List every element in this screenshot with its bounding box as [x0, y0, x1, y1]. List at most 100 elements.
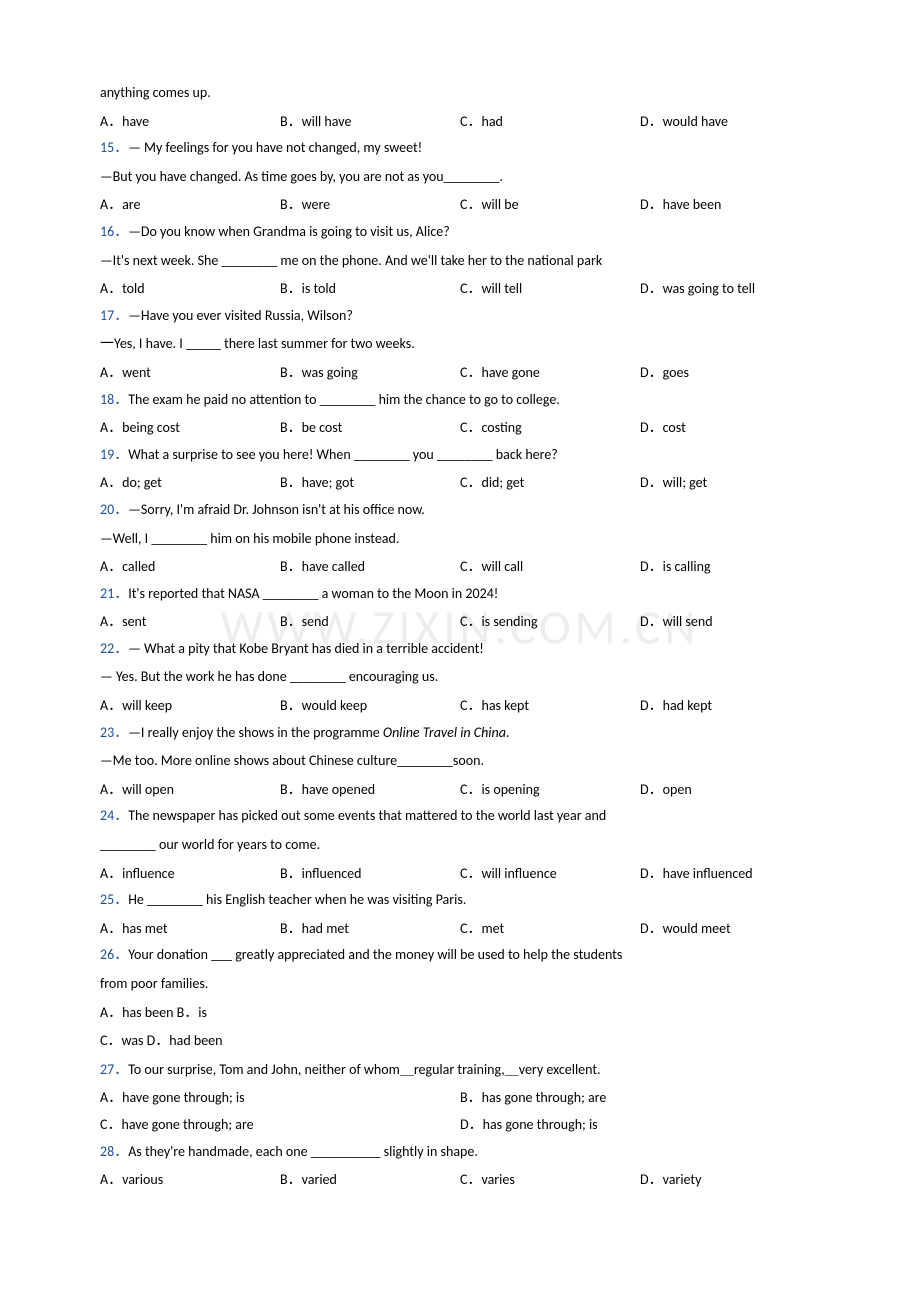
question-number: 18．	[100, 391, 128, 408]
option: C．is sending	[460, 609, 640, 636]
question-text: —I really enjoy the shows in the program…	[128, 724, 383, 741]
q24-options: A．influence B．influenced C．will influenc…	[100, 861, 820, 888]
option: A．told	[100, 276, 280, 303]
question-number: 19．	[100, 446, 128, 463]
document-content: anything comes up. A．have B．will have C．…	[100, 80, 820, 1194]
question-number: 23．	[100, 724, 128, 741]
q28-options: A．various B．varied C．varies D．variety	[100, 1167, 820, 1194]
option: C．did; get	[460, 470, 640, 497]
option: B．be cost	[280, 415, 460, 442]
question-number: 26．	[100, 946, 128, 963]
option: C．have gone through; are	[100, 1112, 460, 1139]
option: B．have called	[280, 554, 460, 581]
option: A．sent	[100, 609, 280, 636]
option: B．is told	[280, 276, 460, 303]
question-number: 21．	[100, 585, 128, 602]
question-number: 15．	[100, 139, 128, 156]
question-text: — My feelings for you have not changed, …	[128, 139, 422, 156]
option: B．send	[280, 609, 460, 636]
option: A．went	[100, 360, 280, 387]
q25-options: A．has met B．had met C．met D．would meet	[100, 916, 820, 943]
option: C．met	[460, 916, 640, 943]
option: C．will call	[460, 554, 640, 581]
q26-line1: 26．Your donation ___ greatly appreciated…	[100, 942, 820, 969]
option: A．have	[100, 109, 280, 136]
option: C．is opening	[460, 777, 640, 804]
q26-options-line2: C．was D．had been	[100, 1028, 820, 1055]
italic-title: Online Travel in China	[383, 724, 506, 741]
option: D．would have	[640, 109, 820, 136]
option: A．will keep	[100, 693, 280, 720]
option: A．being cost	[100, 415, 280, 442]
question-number: 25．	[100, 891, 128, 908]
option: B．would keep	[280, 693, 460, 720]
option: D．cost	[640, 415, 820, 442]
option: B．have opened	[280, 777, 460, 804]
option: C．varies	[460, 1167, 640, 1194]
question-text: .	[506, 724, 510, 741]
option: D．have been	[640, 192, 820, 219]
q18-line1: 18．The exam he paid no attention to ____…	[100, 387, 820, 414]
option: D．will send	[640, 609, 820, 636]
question-number: 16．	[100, 223, 128, 240]
option: A．called	[100, 554, 280, 581]
q22-line1: 22．— What a pity that Kobe Bryant has di…	[100, 636, 820, 663]
q14-options: A．have B．will have C．had D．would have	[100, 109, 820, 136]
q27-line1: 27．To our surprise, Tom and John, neithe…	[100, 1057, 820, 1084]
q15-line2: —But you have changed. As time goes by, …	[100, 164, 820, 191]
question-text: —Have you ever visited Russia, Wilson?	[128, 307, 353, 324]
option: B．was going	[280, 360, 460, 387]
question-number: 27．	[100, 1061, 128, 1078]
option: A．have gone through; is	[100, 1085, 460, 1112]
q21-options: A．sent B．send C．is sending D．will send	[100, 609, 820, 636]
question-number: 17．	[100, 307, 128, 324]
question-text: As they're handmade, each one __________…	[128, 1143, 478, 1160]
q15-line1: 15．— My feelings for you have not change…	[100, 135, 820, 162]
question-text: —Do you know when Grandma is going to vi…	[128, 223, 450, 240]
option: B．will have	[280, 109, 460, 136]
question-number: 20．	[100, 501, 128, 518]
q17-line2: 一Yes, I have. I _____ there last summer …	[100, 331, 820, 358]
q19-options: A．do; get B．have; got C．did; get D．will;…	[100, 470, 820, 497]
q23-line2: —Me too. More online shows about Chinese…	[100, 748, 820, 775]
q16-line2: —It's next week. She ________ me on the …	[100, 248, 820, 275]
option: B．were	[280, 192, 460, 219]
option: D．is calling	[640, 554, 820, 581]
option: A．do; get	[100, 470, 280, 497]
option: D．will; get	[640, 470, 820, 497]
question-text: What a surprise to see you here! When __…	[128, 446, 558, 463]
option: C．have gone	[460, 360, 640, 387]
question-number: 24．	[100, 807, 128, 824]
question-number: 22．	[100, 640, 128, 657]
q17-options: A．went B．was going C．have gone D．goes	[100, 360, 820, 387]
q15-options: A．are B．were C．will be D．have been	[100, 192, 820, 219]
option: C．costing	[460, 415, 640, 442]
option: A．will open	[100, 777, 280, 804]
option: B．varied	[280, 1167, 460, 1194]
q21-line1: 21．It's reported that NASA ________ a wo…	[100, 581, 820, 608]
question-text: —Sorry, I'm afraid Dr. Johnson isn't at …	[128, 501, 425, 518]
q23-options: A．will open B．have opened C．is opening D…	[100, 777, 820, 804]
q20-options: A．called B．have called C．will call D．is …	[100, 554, 820, 581]
q26-options-line1: A．has been B．is	[100, 1000, 820, 1027]
q25-line1: 25．He ________ his English teacher when …	[100, 887, 820, 914]
question-text: The exam he paid no attention to _______…	[128, 391, 560, 408]
q22-options: A．will keep B．would keep C．has kept D．ha…	[100, 693, 820, 720]
q20-line2: —Well, I ________ him on his mobile phon…	[100, 526, 820, 553]
q24-line1: 24．The newspaper has picked out some eve…	[100, 803, 820, 830]
question-number: 28．	[100, 1143, 128, 1160]
option: D．has gone through; is	[460, 1112, 820, 1139]
option: C．has kept	[460, 693, 640, 720]
q24-line2: ________ our world for years to come.	[100, 832, 820, 859]
q17-line1: 17．—Have you ever visited Russia, Wilson…	[100, 303, 820, 330]
fragment-top: anything comes up.	[100, 80, 820, 107]
q18-options: A．being cost B．be cost C．costing D．cost	[100, 415, 820, 442]
option: D．open	[640, 777, 820, 804]
question-text: — What a pity that Kobe Bryant has died …	[128, 640, 484, 657]
q23-line1: 23．—I really enjoy the shows in the prog…	[100, 720, 820, 747]
question-text: To our surprise, Tom and John, neither o…	[128, 1061, 600, 1078]
option: B．has gone through; are	[460, 1085, 820, 1112]
q16-options: A．told B．is told C．will tell D．was going…	[100, 276, 820, 303]
q26-line2: from poor families.	[100, 971, 820, 998]
option: C．will tell	[460, 276, 640, 303]
